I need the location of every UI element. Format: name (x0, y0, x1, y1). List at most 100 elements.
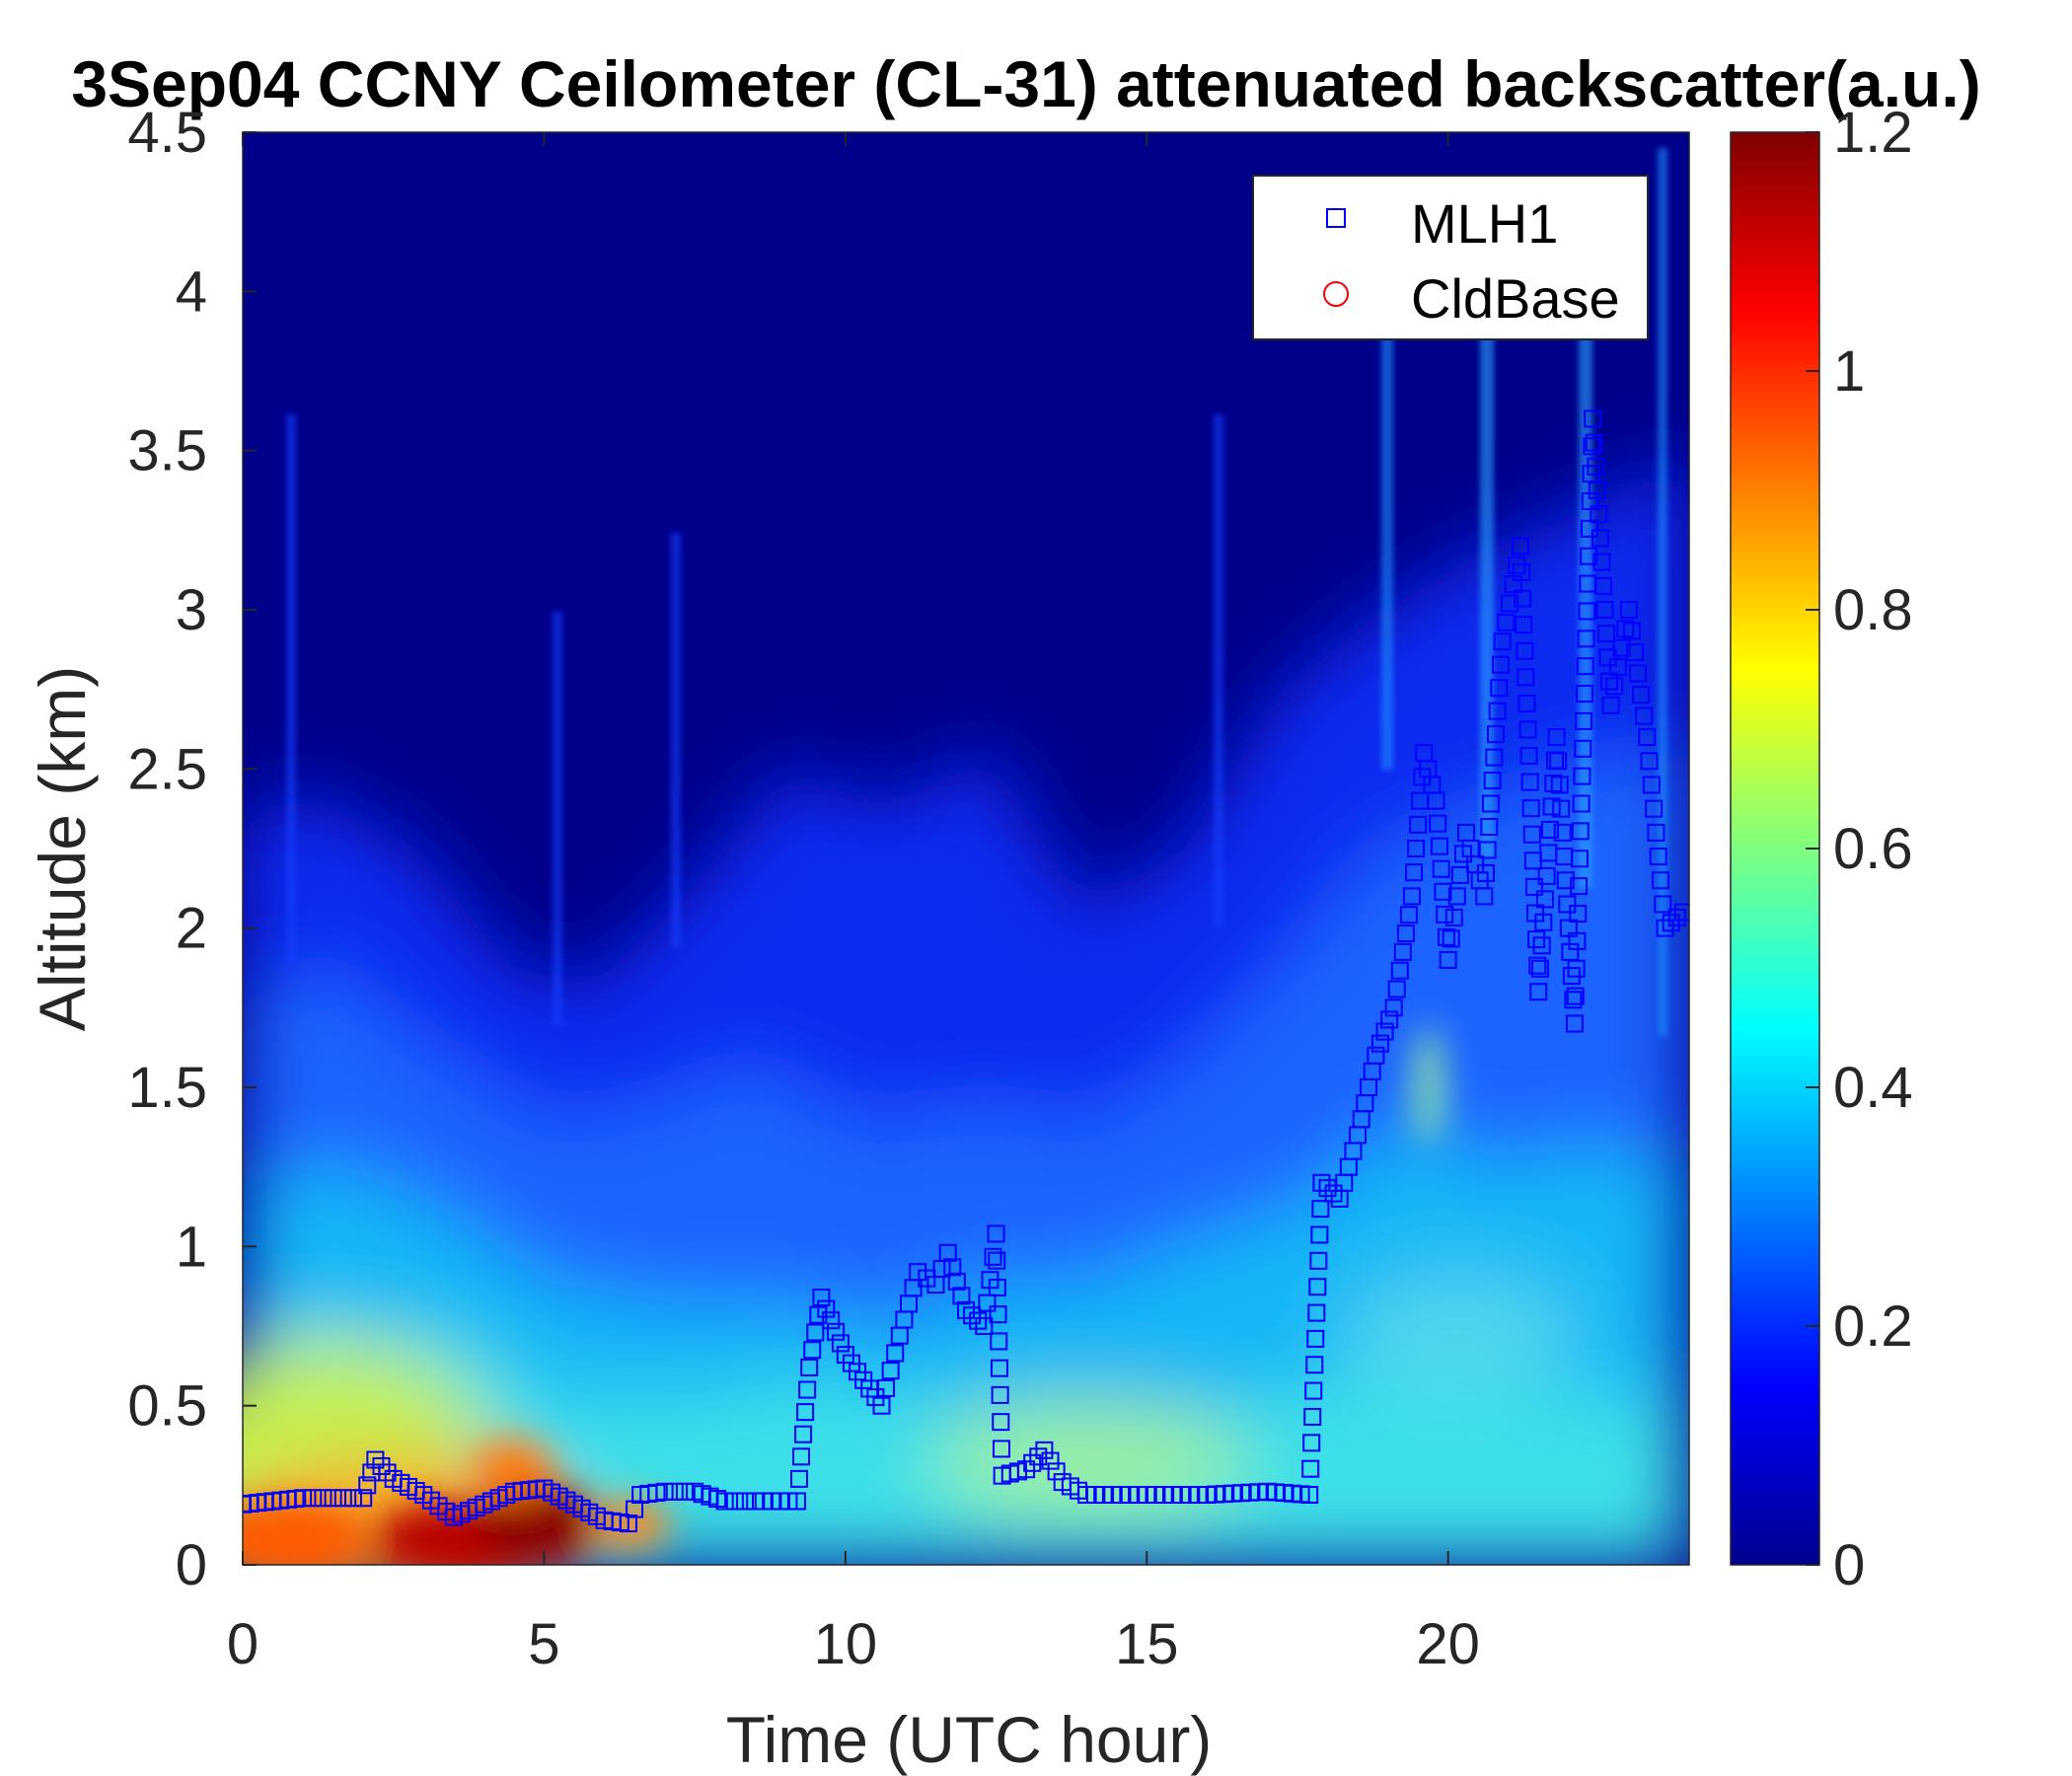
mlh1-point (1573, 767, 1591, 785)
mlh1-point (655, 1482, 674, 1501)
mlh1-point (1520, 773, 1539, 791)
mlh1-point (1640, 752, 1659, 771)
mlh1-point (354, 1489, 373, 1508)
mlh1-point (1632, 686, 1651, 704)
mlh1-point (877, 1378, 896, 1397)
mlh1-point (1565, 1014, 1584, 1033)
mlh1-point (1517, 694, 1536, 712)
legend: MLH1 CldBase (1252, 175, 1649, 340)
mlh1-point (1476, 863, 1495, 882)
mlh1-point (1480, 818, 1499, 836)
mlh1-point (1591, 529, 1609, 548)
mlh1-point (1635, 706, 1654, 725)
mlh1-point (665, 1482, 684, 1501)
x-axis-label: Time (UTC hour) (726, 1703, 1213, 1776)
mlh1-point (1537, 866, 1556, 885)
legend-label-mlh1: MLH1 (1411, 192, 1558, 255)
mlh1-point (1619, 601, 1638, 619)
mlh1-point (1532, 936, 1551, 955)
mlh1-point (1481, 794, 1500, 813)
mlh1-point (1436, 905, 1454, 924)
plot-frame (242, 131, 1690, 1566)
mlh1-point (626, 1500, 644, 1518)
mlh1-point (736, 1492, 755, 1511)
mlh1-point (1029, 1447, 1048, 1466)
mlh1-point (1530, 959, 1549, 978)
mlh1-point (938, 1243, 957, 1262)
mlh1-point (725, 1492, 744, 1511)
mlh1-point (314, 1489, 333, 1508)
mlh1-point (1306, 1329, 1325, 1348)
mlh1-point (1491, 655, 1510, 674)
legend-square-icon (1326, 208, 1346, 228)
mlh1-point (1300, 1486, 1319, 1505)
mlh1-point (990, 1359, 1008, 1377)
colorbar-tick-label: 0 (1833, 1533, 1865, 1597)
mlh1-point (1564, 991, 1583, 1009)
mlh1-point (1597, 625, 1616, 643)
mlh1-point (1612, 638, 1631, 657)
mlh1-point (1312, 1173, 1331, 1192)
mlh1-point (1534, 913, 1553, 931)
mlh1-point (1601, 696, 1620, 714)
legend-label-cldbase: CldBase (1411, 267, 1620, 330)
mlh1-point (1549, 752, 1568, 771)
mlh1-point (794, 1425, 813, 1443)
colorbar (1730, 131, 1820, 1566)
mlh1-point (1626, 643, 1645, 662)
mlh1-point (1522, 825, 1541, 844)
mlh1-point (1519, 747, 1538, 766)
mlh1-point (1324, 1184, 1343, 1203)
x-tick-label: 10 (814, 1612, 878, 1676)
mlh1-point (1429, 814, 1447, 833)
mlh1-point (1580, 547, 1598, 565)
mlh1-point (1662, 914, 1680, 932)
mlh1-point (1571, 822, 1590, 841)
mlh1-point (1673, 903, 1689, 922)
mlh1-point (1427, 791, 1445, 810)
mlh1-point (1511, 537, 1529, 555)
mlh1-point (831, 1334, 850, 1353)
mlh1-point (1301, 1459, 1320, 1478)
mlh1-point (1583, 437, 1601, 456)
mlh1-point (1592, 553, 1611, 571)
y-axis-label: Altitude (km) (26, 666, 99, 1031)
y-tick-label: 3 (176, 578, 207, 642)
mlh1-point (1488, 702, 1507, 720)
mlh1-point (1311, 1200, 1330, 1219)
y-tick-label: 0.5 (127, 1374, 207, 1439)
mlh1-point (1576, 657, 1594, 676)
mlh1-point (1521, 799, 1540, 818)
mlh1-point (1605, 677, 1624, 696)
mlh1-point (1497, 613, 1516, 631)
mlh1-point (984, 1247, 1002, 1266)
mlh1-point (1390, 961, 1409, 980)
mlh1-point (969, 1311, 988, 1330)
y-tick-label: 1 (176, 1215, 207, 1279)
mlh1-point (1500, 594, 1518, 613)
x-tick-label: 15 (1115, 1612, 1179, 1676)
mlh1-point (1580, 519, 1598, 538)
mlh1-point (1568, 931, 1587, 950)
mlh1-point (1478, 841, 1497, 859)
mlh1-point (304, 1489, 323, 1508)
mlh1-point (886, 1344, 905, 1363)
mlh1-point (812, 1288, 831, 1306)
mlh1-point (957, 1300, 975, 1319)
mlh1-point (366, 1450, 385, 1469)
mlh1-point (1595, 601, 1614, 619)
mlh1-point (1308, 1278, 1327, 1296)
mlh1-point (1654, 895, 1672, 914)
mlh1-point (1651, 871, 1669, 890)
mlh1-point (1305, 1356, 1324, 1374)
mlh1-point (1485, 748, 1504, 767)
mlh1-point (1645, 799, 1664, 818)
mlh1-point (1585, 433, 1603, 452)
mlh1-point (792, 1447, 811, 1466)
mlh1-point (1434, 882, 1452, 901)
mlh1-point (378, 1463, 397, 1482)
mlh1-point (1566, 987, 1585, 1005)
mlh1-point (1450, 865, 1469, 884)
mlh1-point (1367, 1046, 1385, 1065)
y-axis: 0 0.5 1 1.5 2 2.5 3 3.5 4 4.5 (127, 101, 257, 1597)
